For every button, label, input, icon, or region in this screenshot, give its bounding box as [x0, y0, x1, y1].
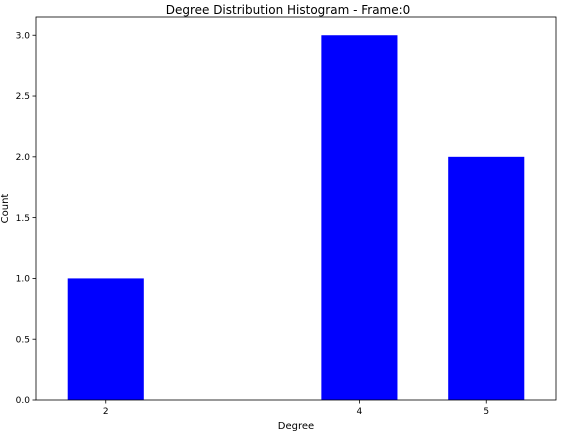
plot-area-frame — [35, 16, 557, 401]
y-tick-label: 2.5 — [16, 92, 30, 102]
y-tick-label: 3.0 — [16, 31, 31, 41]
bars-group — [67, 35, 525, 400]
bar-degree-5 — [448, 156, 525, 400]
y-tick-label: 2.0 — [16, 153, 31, 163]
x-axis-label: Degree — [278, 421, 314, 432]
y-tick-label: 0.5 — [16, 335, 30, 345]
bar-degree-4 — [321, 35, 398, 400]
bar-degree-2 — [67, 278, 144, 400]
x-axis: 2 4 5 — [103, 400, 489, 417]
y-tick-label: 1.0 — [16, 275, 31, 285]
y-tick-label: 0.0 — [16, 396, 31, 406]
y-axis-label: Count — [0, 194, 11, 224]
y-axis: 0.0 0.5 1.0 1.5 2.0 2.5 3.0 — [16, 31, 36, 406]
y-tick-label: 1.5 — [16, 214, 30, 224]
x-tick-label: 2 — [103, 407, 109, 417]
x-tick-label: 5 — [483, 407, 489, 417]
x-tick-label: 4 — [357, 407, 363, 417]
chart-title: Degree Distribution Histogram - Frame:0 — [166, 3, 411, 17]
